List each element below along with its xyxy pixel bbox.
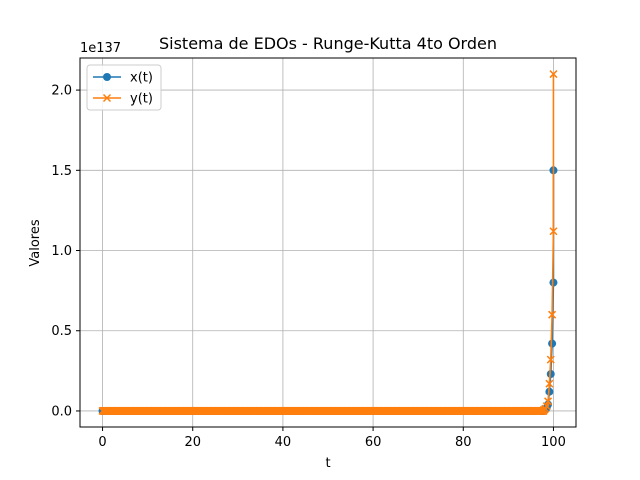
y-axis-label: Valores bbox=[28, 219, 43, 266]
data-point bbox=[549, 278, 558, 287]
legend: x(t) y(t) bbox=[86, 64, 162, 111]
data-point bbox=[548, 310, 557, 319]
x-axis-label: t bbox=[325, 456, 330, 471]
legend-label: x(t) bbox=[130, 71, 153, 86]
data-point bbox=[549, 227, 558, 236]
grid bbox=[80, 58, 576, 427]
plot-area bbox=[80, 58, 576, 427]
series-markers-y(t) bbox=[98, 70, 558, 415]
data-point bbox=[549, 70, 558, 79]
y-tick-label: 0.5 bbox=[51, 324, 72, 339]
x-tick-label: 40 bbox=[275, 435, 292, 450]
data-point bbox=[544, 397, 553, 406]
data-point bbox=[546, 355, 555, 364]
x-tick-label: 20 bbox=[184, 435, 201, 450]
x-tick-label: 60 bbox=[365, 435, 382, 450]
data-point bbox=[545, 379, 554, 388]
legend-marker bbox=[102, 93, 112, 103]
x-tick-label: 100 bbox=[541, 435, 566, 450]
axes-frame bbox=[79, 57, 577, 428]
legend-label: y(t) bbox=[130, 92, 153, 107]
data-point bbox=[546, 370, 555, 379]
x-tick-label: 0 bbox=[98, 435, 106, 450]
y-tick-label: 1.0 bbox=[51, 244, 72, 259]
x-tick-label: 80 bbox=[455, 435, 472, 450]
axes-background bbox=[80, 58, 576, 427]
series-layer bbox=[98, 70, 558, 415]
chart-title: Sistema de EDOs - Runge-Kutta 4to Orden bbox=[159, 34, 497, 53]
y-offset-label: 1e137 bbox=[80, 41, 121, 56]
ticks: 0 20 40 60 80 100 0.0 0.5 1.0 1.5 2.0 bbox=[51, 84, 566, 450]
y-tick-label: 1.5 bbox=[51, 164, 72, 179]
data-point bbox=[542, 402, 551, 411]
y-tick-label: 2.0 bbox=[51, 84, 72, 99]
legend-marker bbox=[103, 73, 111, 81]
data-point bbox=[548, 339, 557, 348]
y-tick-label: 0.0 bbox=[51, 404, 72, 419]
